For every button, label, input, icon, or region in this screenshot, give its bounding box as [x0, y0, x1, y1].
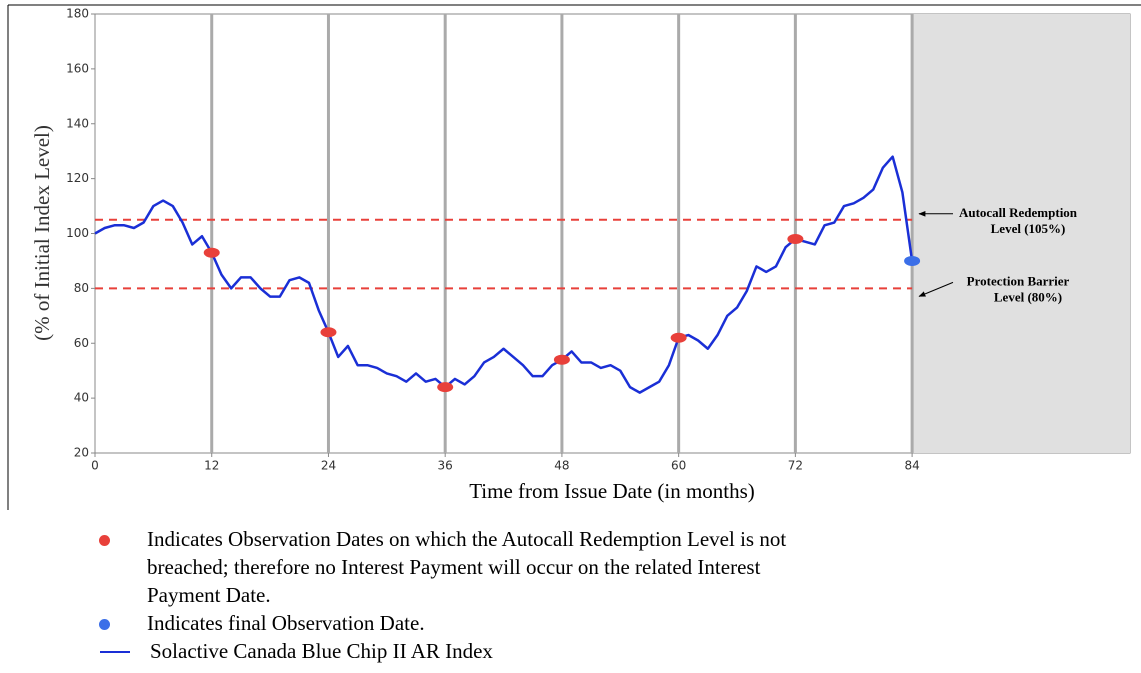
legend-marker [99, 619, 110, 630]
chart: Time from Issue Date (in months) (% of I… [7, 4, 1141, 510]
legend-text: Indicates final Observation Date. [147, 611, 425, 635]
y-tick-label: 20 [74, 446, 89, 460]
y-tick-label: 100 [66, 226, 89, 240]
index-line [94, 155, 914, 394]
observation-point [320, 327, 337, 338]
y-tick-label: 120 [66, 171, 89, 185]
observation-point [904, 255, 921, 266]
y-tick-label: 160 [66, 61, 89, 75]
x-tick-label: 60 [671, 459, 686, 473]
y-axis-label: (% of Initial Index Level) [30, 125, 54, 341]
observation-point [203, 247, 220, 258]
legend-text: Solactive Canada Blue Chip II AR Index [150, 639, 493, 663]
y-tick-label: 80 [74, 281, 89, 295]
x-tick-label: 72 [788, 459, 803, 473]
x-tick-label: 24 [321, 459, 336, 473]
reference-label: Level (80%) [994, 289, 1062, 304]
y-tick-label: 60 [74, 336, 89, 350]
observation-point [553, 354, 570, 365]
x-tick-label: 0 [91, 459, 99, 473]
y-tick-label: 40 [74, 391, 89, 405]
x-tick-label: 12 [204, 459, 219, 473]
reference-label: Protection Barrier [967, 273, 1070, 288]
x-axis-label: Time from Issue Date (in months) [469, 479, 755, 503]
shaded-region [912, 14, 1130, 453]
legend-text: Indicates Observation Dates on which the… [147, 527, 787, 607]
x-tick-label: 48 [554, 459, 569, 473]
legend-marker [99, 535, 110, 546]
reference-label: Level (105%) [991, 221, 1066, 236]
observation-point [437, 382, 454, 393]
observation-point [787, 233, 804, 244]
y-tick-label: 180 [66, 7, 89, 21]
x-tick-label: 36 [438, 459, 453, 473]
observation-point [670, 332, 687, 343]
legend-line [100, 651, 130, 653]
annotation-arrow [918, 281, 954, 297]
reference-label: Autocall Redemption [959, 205, 1078, 220]
x-tick-label: 84 [904, 459, 919, 473]
y-tick-label: 140 [66, 116, 89, 130]
